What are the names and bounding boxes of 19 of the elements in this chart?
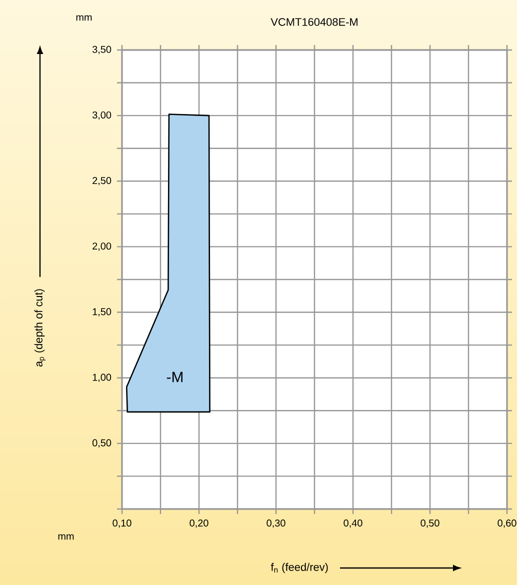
- x-axis-title: f$_{n}$ (feed/rev): [270, 562, 328, 574]
- y-tick-label: 2,00: [92, 242, 112, 251]
- y-tick-label: 3,50: [92, 46, 112, 54]
- annotation: -M: [166, 372, 182, 382]
- x-tick-label: 0,60: [498, 520, 516, 528]
- x-tick-label: 0,40: [344, 520, 362, 528]
- y-tick-label: 1,00: [92, 374, 112, 382]
- text: mm: [58, 534, 74, 540]
- x-tick-label: 0,30: [266, 520, 286, 528]
- chart-title: VCMT160408E-M: [270, 18, 358, 26]
- y-tick-label: 3,00: [92, 111, 112, 120]
- x-tick-label: 0,20: [190, 520, 208, 528]
- y-tick-label: 0,50: [92, 439, 112, 448]
- x-tick-label: 0,10: [112, 520, 132, 528]
- text: mm: [76, 15, 92, 21]
- x-tick-label: 0,50: [420, 520, 440, 528]
- y-tick-label: 2,50: [92, 177, 112, 186]
- y-tick-label: 1,50: [92, 308, 112, 316]
- y-axis-title: a$_{p}$ (depth of cut): [34, 289, 46, 367]
